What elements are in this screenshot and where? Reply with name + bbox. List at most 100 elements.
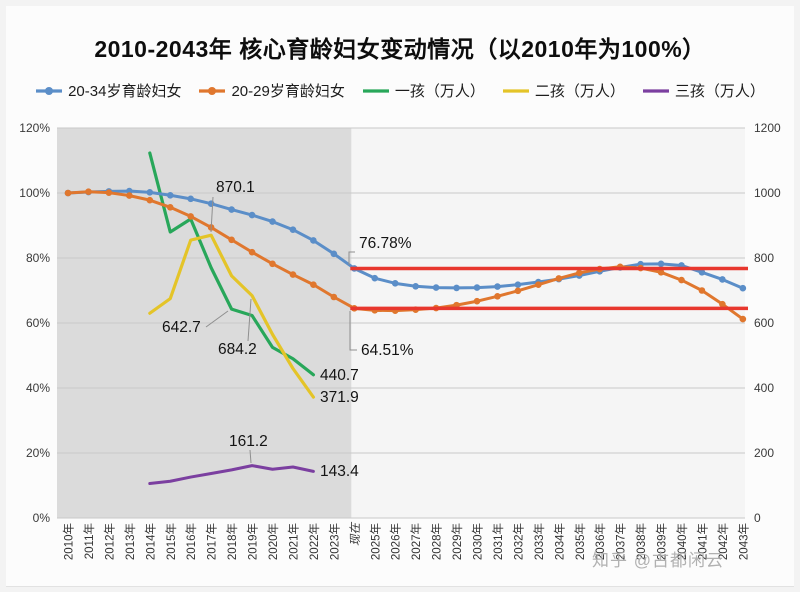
series-line-3 <box>148 233 315 399</box>
data-point <box>698 287 706 294</box>
annotation-leader <box>205 310 229 328</box>
x-axis-label: 现在 <box>349 522 362 546</box>
data-point <box>453 284 460 292</box>
data-point <box>310 281 317 288</box>
annotation-leader <box>210 196 214 233</box>
data-point <box>473 284 481 291</box>
data-point <box>166 191 174 199</box>
annotation-leader <box>247 298 252 342</box>
legend-marker-icon <box>642 88 669 93</box>
data-point <box>514 281 522 288</box>
x-axis-label: 2019年 <box>246 523 260 560</box>
x-axis-label: 2023年 <box>327 523 341 560</box>
chart-title: 2010-2043年 核心育龄妇女变动情况（以2010年为100%） <box>94 36 706 62</box>
x-axis-label: 2021年 <box>286 523 300 560</box>
y-axis-right-label: 0 <box>754 511 761 525</box>
y-axis-left-label: 40% <box>26 381 50 395</box>
annotation-label: 371.9 <box>320 389 359 406</box>
x-axis-label: 2028年 <box>430 523 444 560</box>
data-point <box>719 300 726 308</box>
series-line-4 <box>148 464 315 486</box>
chart-legend: 20-34岁育龄妇女 20-29岁育龄妇女 一孩（万人） 二孩（万人） 三孩（万人） <box>0 80 800 101</box>
y-axis-left-label: 120% <box>19 121 50 135</box>
legend-label: 三孩（万人） <box>674 83 765 100</box>
data-point <box>739 315 747 323</box>
legend-label: 一孩（万人） <box>394 83 485 100</box>
data-point <box>126 192 133 199</box>
data-point <box>289 271 297 278</box>
y-axis-right-label: 800 <box>754 251 774 265</box>
x-axis-label: 2039年 <box>655 523 669 560</box>
data-point <box>391 280 399 287</box>
data-point <box>698 269 706 276</box>
legend-marker-icon <box>199 86 226 95</box>
data-point <box>473 297 481 305</box>
data-point <box>657 260 665 268</box>
data-point <box>719 276 726 283</box>
legend-marker-icon <box>36 86 63 95</box>
x-axis-label: 2036年 <box>593 523 607 560</box>
x-axis-label: 2031年 <box>491 523 505 560</box>
x-axis-label: 2037年 <box>614 523 628 560</box>
data-point <box>105 189 113 196</box>
data-point <box>371 274 379 282</box>
data-point <box>248 248 256 256</box>
annotation-label: 684.2 <box>218 341 257 358</box>
x-axis-label: 2015年 <box>164 523 178 560</box>
data-point <box>412 282 419 290</box>
legend-marker-icon <box>502 88 529 93</box>
data-point <box>228 206 235 213</box>
annotation-label: 870.1 <box>216 179 255 196</box>
data-point <box>187 195 194 203</box>
data-point <box>248 211 256 219</box>
data-point <box>330 293 338 301</box>
y-axis-right-label: 1200 <box>754 121 781 135</box>
data-point <box>146 189 154 196</box>
annotation-leader <box>349 311 357 351</box>
y-axis-right-label: 1000 <box>754 186 781 200</box>
x-axis-label: 2016年 <box>184 523 198 560</box>
legend-label: 20-29岁育龄妇女 <box>231 83 345 100</box>
legend-label: 二孩（万人） <box>534 83 625 100</box>
x-axis-label: 2030年 <box>471 523 485 560</box>
x-axis-label: 2042年 <box>716 523 730 560</box>
data-point <box>494 283 501 290</box>
watermark: 知乎 @古都闲云 <box>592 551 724 570</box>
x-axis-label: 2038年 <box>634 523 648 560</box>
x-axis-label: 2011年 <box>82 523 96 559</box>
annotation-leader <box>249 449 252 464</box>
legend-item-4: 三孩（万人） <box>642 80 765 101</box>
y-axis-left-label: 60% <box>26 316 50 330</box>
data-point <box>269 260 276 268</box>
x-axis-label: 2027年 <box>409 523 423 560</box>
x-axis-label: 2022年 <box>307 523 321 560</box>
x-axis-label: 2010年 <box>62 523 76 560</box>
data-point <box>657 269 665 276</box>
x-axis-label: 2012年 <box>102 523 116 560</box>
legend-marker-icon <box>362 88 389 93</box>
x-axis-label: 2041年 <box>695 523 709 560</box>
y-axis-left-label: 100% <box>19 186 50 200</box>
x-axis-label: 2032年 <box>511 523 525 560</box>
x-axis-label: 2018年 <box>225 523 239 560</box>
annotation-label: 64.51% <box>361 342 414 359</box>
data-point <box>678 276 685 284</box>
x-axis-label: 2017年 <box>205 523 219 560</box>
y-axis-left-label: 20% <box>26 446 50 460</box>
annotation-label: 143.4 <box>320 463 359 480</box>
series-line-0 <box>66 189 745 290</box>
x-axis-label: 2040年 <box>675 523 689 560</box>
y-axis-right-label: 400 <box>754 381 774 395</box>
data-point <box>269 218 276 225</box>
x-axis-label: 2014年 <box>143 523 157 560</box>
data-point <box>64 189 72 197</box>
y-axis-right-label: 600 <box>754 316 774 330</box>
data-point <box>494 293 501 300</box>
x-axis-label: 2043年 <box>736 523 750 560</box>
annotation-label: 161.2 <box>229 433 268 450</box>
x-axis-label: 2026年 <box>389 523 403 560</box>
annotation-label: 440.7 <box>320 367 359 384</box>
data-point <box>146 196 154 204</box>
data-point <box>85 188 92 195</box>
data-point <box>575 269 583 277</box>
